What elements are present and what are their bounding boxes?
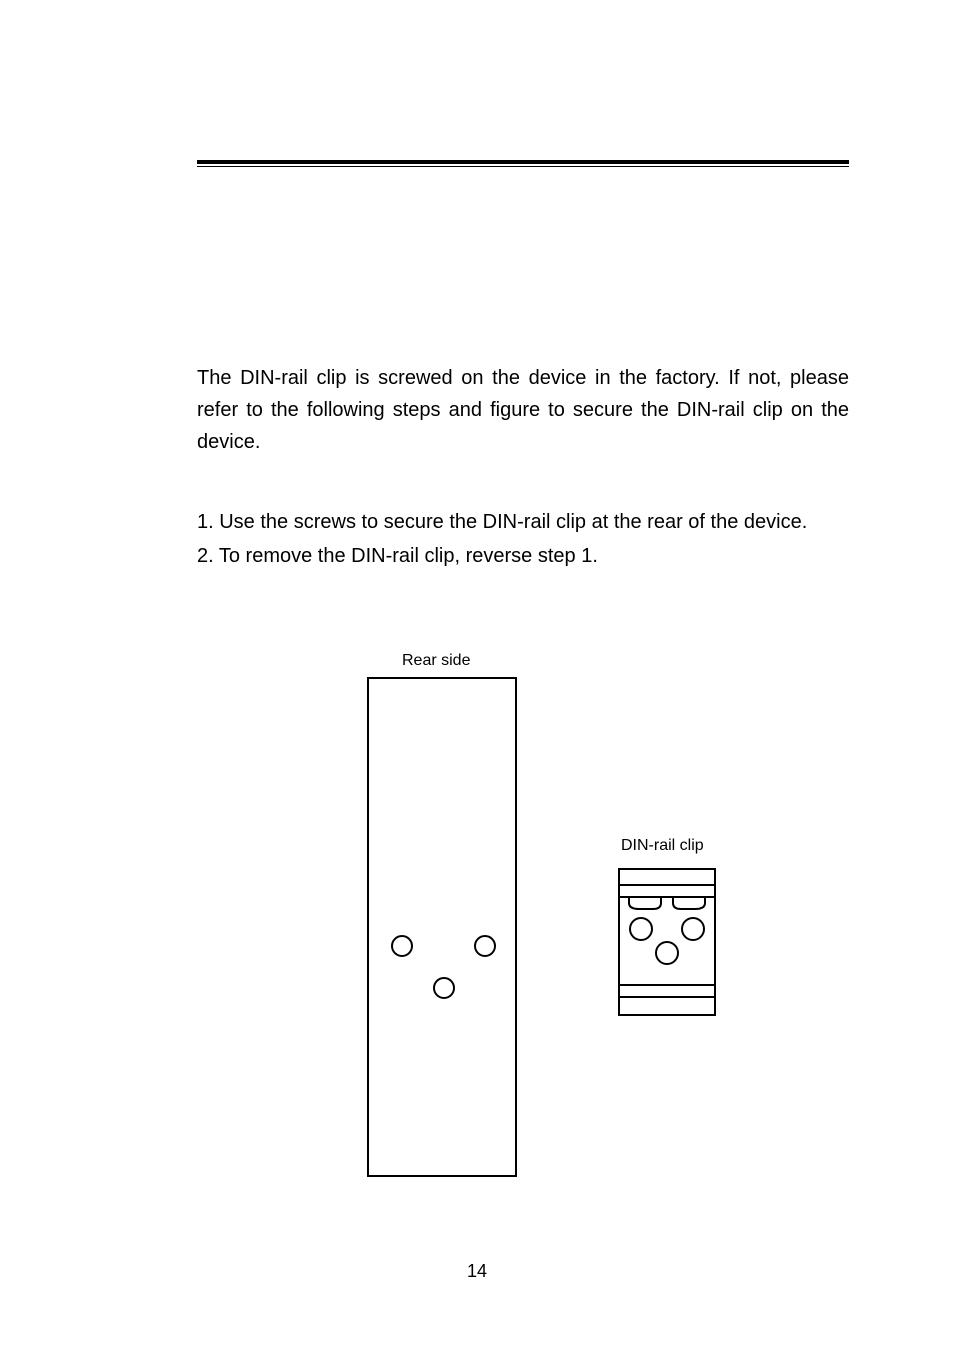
steps-list: 1. Use the screws to secure the DIN-rail…: [197, 506, 849, 572]
rear-hole-left: [391, 935, 413, 957]
figure: Rear side DIN-rail clip: [367, 652, 849, 1212]
din-rail-clip-label: DIN-rail clip: [621, 837, 704, 855]
intro-paragraph: The DIN-rail clip is screwed on the devi…: [197, 362, 849, 458]
step-1: 1. Use the screws to secure the DIN-rail…: [197, 506, 849, 538]
step-2: 2. To remove the DIN-rail clip, reverse …: [197, 540, 849, 572]
section-divider: [197, 160, 849, 167]
page-number: 14: [0, 1261, 954, 1282]
rear-side-box: [367, 677, 517, 1177]
din-rail-clip-diagram: [617, 867, 717, 1022]
rear-side-label: Rear side: [402, 652, 470, 670]
rear-hole-right: [474, 935, 496, 957]
rear-hole-bottom: [433, 977, 455, 999]
